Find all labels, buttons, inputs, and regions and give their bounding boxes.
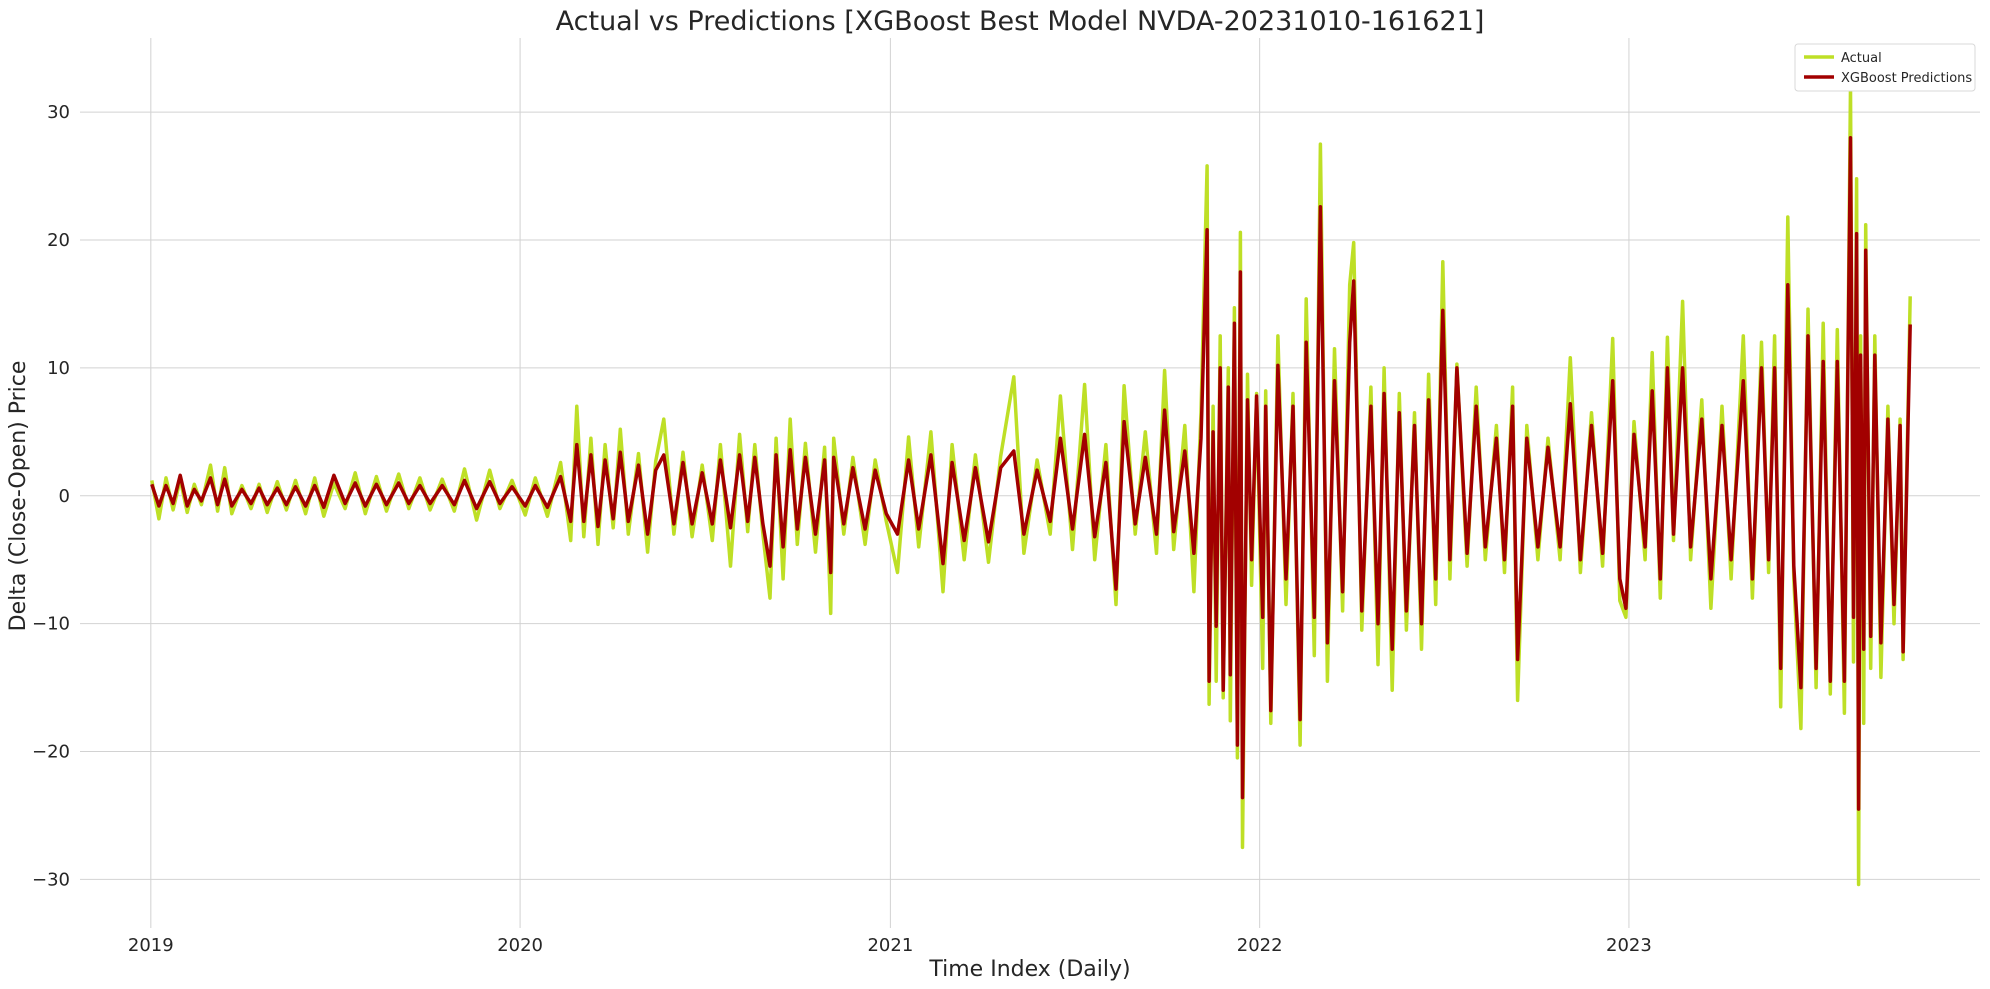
y-tick-label: 30 bbox=[47, 102, 70, 123]
series-layer bbox=[150, 84, 1912, 887]
y-tick-label: −30 bbox=[32, 869, 70, 890]
series-line-predictions bbox=[150, 135, 1912, 811]
x-tick-label: 2019 bbox=[128, 935, 174, 956]
x-tick-label: 2022 bbox=[1237, 935, 1283, 956]
chart-title: Actual vs Predictions [XGBoost Best Mode… bbox=[556, 6, 1485, 37]
x-axis-label: Time Index (Daily) bbox=[928, 957, 1130, 982]
x-tick-label: 2021 bbox=[867, 935, 913, 956]
legend-label-predictions: XGBoost Predictions bbox=[1841, 71, 1972, 86]
y-tick-label: 20 bbox=[47, 230, 70, 251]
y-tick-label: 10 bbox=[47, 358, 70, 379]
y-tick-label: −20 bbox=[32, 742, 70, 763]
legend: Actual XGBoost Predictions bbox=[1794, 43, 1976, 92]
tick-layer: 30 20 10 0 −10 −20 −30 2019 2020 2021 2022 2023 bbox=[32, 102, 1652, 956]
y-axis-label: Delta (Close-Open) Price bbox=[6, 361, 31, 632]
x-tick-label: 2023 bbox=[1606, 935, 1652, 956]
y-tick-label: −10 bbox=[32, 614, 70, 635]
legend-box bbox=[1794, 43, 1976, 92]
x-tick-label: 2020 bbox=[497, 935, 543, 956]
grid-layer bbox=[80, 38, 1980, 928]
legend-label-actual: Actual bbox=[1841, 51, 1882, 66]
y-tick-label: 0 bbox=[59, 486, 70, 507]
